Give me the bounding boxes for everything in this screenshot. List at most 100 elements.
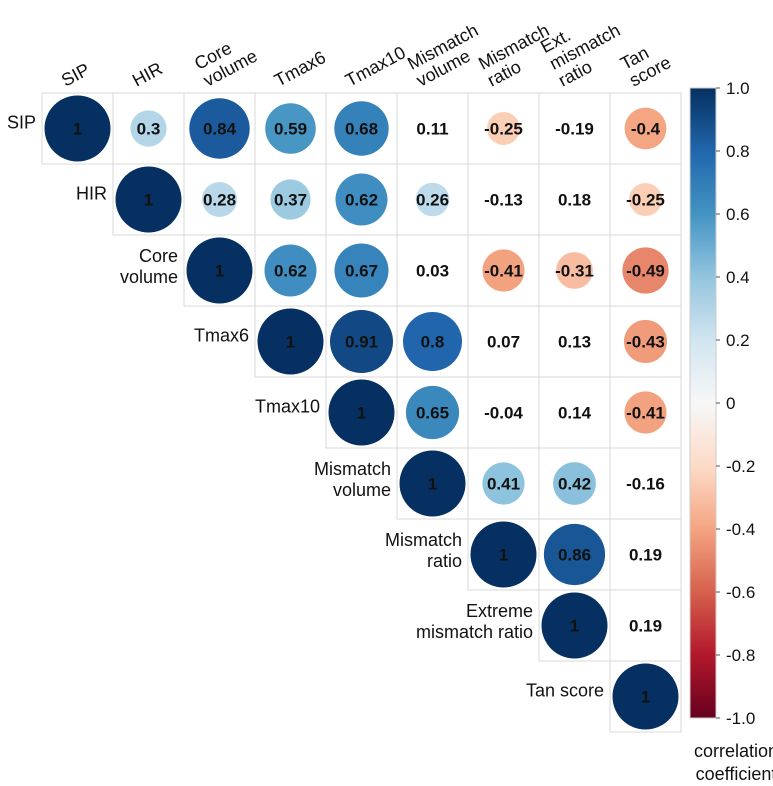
column-label-line: Tmax6 — [271, 47, 329, 90]
colorbar-tick-label: 0.6 — [726, 205, 750, 224]
correlation-circle — [541, 592, 608, 659]
correlation-circle — [202, 182, 237, 217]
correlation-value-label: 0.11 — [416, 120, 448, 139]
correlation-circle — [624, 107, 667, 150]
correlation-circle — [265, 103, 316, 154]
correlation-cells: 1 0.3 0.84 0.59 0.68 0.11 -0.25 -0.19 -0.41 0.28 0… — [44, 95, 679, 730]
correlation-circle — [470, 521, 537, 588]
row-label: ratio — [427, 551, 462, 571]
correlation-value-label: 1 — [73, 120, 82, 139]
correlation-value-label: 0.67 — [345, 262, 378, 281]
correlation-circle — [334, 101, 389, 156]
correlation-value-label: 0.62 — [345, 191, 378, 210]
correlation-value-label: 0.86 — [558, 546, 591, 565]
row-label: SIP — [7, 113, 36, 133]
correlation-value-label: 0.37 — [274, 191, 307, 210]
correlation-circle — [330, 310, 393, 373]
grid-lines — [41, 92, 682, 733]
correlation-circle — [44, 95, 111, 162]
correlation-circle — [257, 308, 324, 375]
correlation-value-label: -0.4 — [631, 120, 661, 139]
correlation-circle — [405, 385, 460, 440]
column-label: Tmax6 — [271, 47, 329, 90]
colorbar-tick-label: 1.0 — [726, 79, 750, 98]
correlation-circle — [189, 98, 250, 159]
correlation-value-label: 0.62 — [274, 262, 307, 281]
correlation-value-label: -0.19 — [555, 120, 594, 139]
correlation-value-label: 0.59 — [274, 120, 307, 139]
correlation-value-label: 0.68 — [345, 120, 378, 139]
correlation-value-label: -0.25 — [626, 191, 665, 210]
correlation-circle — [624, 391, 667, 434]
colorbar-tick-label: -0.8 — [726, 646, 755, 665]
colorbar-tick-label: 0.2 — [726, 331, 750, 350]
correlation-value-label: 0.28 — [203, 191, 236, 210]
correlation-value-label: 1 — [215, 262, 224, 281]
colorbar-title: coefficient — [696, 764, 773, 784]
row-label: Tmax6 — [194, 326, 249, 346]
correlation-value-label: -0.31 — [555, 262, 594, 281]
correlation-value-label: 0.18 — [558, 191, 591, 210]
correlation-circle — [482, 249, 525, 292]
correlation-circle — [556, 252, 593, 289]
colorbar-tick-label: -0.2 — [726, 457, 755, 476]
row-label: Core — [139, 246, 178, 266]
colorbar-tick-label: -0.4 — [726, 520, 755, 539]
row-label: Mismatch — [385, 530, 462, 550]
correlation-value-label: -0.49 — [626, 262, 665, 281]
correlation-value-label: -0.43 — [626, 333, 665, 352]
row-label: volume — [120, 267, 178, 287]
correlation-circle — [612, 663, 679, 730]
row-labels: SIPHIRCorevolumeTmax6Tmax10Mismatchvolum… — [7, 113, 604, 701]
correlation-circle — [186, 237, 253, 304]
correlation-circle — [553, 462, 596, 505]
correlation-circle — [328, 379, 395, 446]
grid-cell — [609, 660, 682, 733]
colorbar-tick-label: 0.8 — [726, 142, 750, 161]
correlation-value-label: 0.19 — [629, 617, 662, 636]
correlation-value-label: 0.42 — [558, 475, 591, 494]
correlation-value-label: 1 — [357, 404, 366, 423]
column-label-line: Tmax10 — [342, 42, 409, 90]
correlation-value-label: 0.13 — [558, 333, 591, 352]
colorbar-tick-label: -1.0 — [726, 709, 755, 728]
row-label: volume — [333, 480, 391, 500]
correlation-circle — [115, 166, 182, 233]
correlation-value-label: 0.41 — [487, 475, 520, 494]
correlation-value-label: 0.65 — [416, 404, 449, 423]
colorbar-tick-label: -0.6 — [726, 583, 755, 602]
row-label: Mismatch — [314, 459, 391, 479]
correlation-circle — [482, 462, 525, 505]
colorbar-tick-label: 0.4 — [726, 268, 750, 287]
correlation-value-label: -0.41 — [484, 262, 523, 281]
column-label: HIR — [129, 58, 166, 90]
correlation-circle — [335, 173, 388, 226]
correlation-circle — [629, 183, 662, 216]
correlation-value-label: 0.8 — [421, 333, 445, 352]
column-label: SIP — [58, 59, 93, 90]
row-label: Tmax10 — [255, 397, 320, 417]
correlation-circle — [622, 247, 669, 294]
column-label-line: SIP — [58, 59, 93, 90]
colorbar-title: correlation — [694, 741, 773, 761]
column-label: Tmax10 — [342, 42, 409, 90]
correlation-value-label: 1 — [499, 546, 508, 565]
row-label: mismatch ratio — [416, 622, 533, 642]
correlation-circle — [415, 182, 450, 217]
correlation-circle — [623, 319, 668, 364]
row-label: Tan score — [526, 681, 604, 701]
correlation-value-label: -0.16 — [626, 475, 665, 494]
correlation-value-label: -0.13 — [484, 191, 523, 210]
correlation-value-label: 0.03 — [416, 262, 449, 281]
correlation-value-label: 0.3 — [137, 120, 161, 139]
correlation-circle — [403, 312, 462, 371]
correlation-value-label: 0.19 — [629, 546, 662, 565]
correlation-circle — [334, 243, 389, 298]
correlation-circle — [270, 179, 311, 220]
correlation-value-label: 1 — [286, 333, 295, 352]
correlation-value-label: 1 — [144, 191, 153, 210]
